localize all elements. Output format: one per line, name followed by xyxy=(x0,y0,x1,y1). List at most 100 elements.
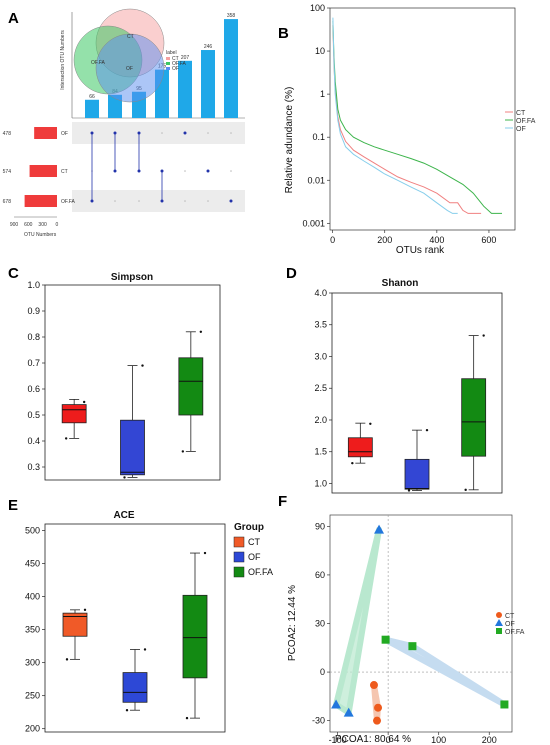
point-triangle xyxy=(331,699,342,709)
matrix-dot xyxy=(207,200,209,202)
y-tick-label: 0.9 xyxy=(27,306,40,316)
rank-abundance-frame xyxy=(329,7,516,231)
y-tick-label: 3.0 xyxy=(314,351,327,361)
legend-triangle xyxy=(495,619,503,626)
venn-label-of: OF xyxy=(126,66,133,72)
matrix-dot xyxy=(138,200,140,202)
rank-abundance-panel: 100 10 1 0.1 0.01 0.001 0 200 400 600 Relative ad… xyxy=(284,3,536,256)
matrix-dot xyxy=(207,132,209,134)
simpson-panel: Simpson 0.3 0.4 0.5 0.6 0.7 0.8 0.9 1.0 xyxy=(27,272,221,481)
legend-label: CT xyxy=(516,110,526,117)
point-triangle xyxy=(374,524,385,534)
y-tick-label: 60 xyxy=(315,570,325,580)
legend-circle xyxy=(496,612,502,618)
point-square xyxy=(381,635,390,644)
pcoa-x-title: PCOA1: 80.64 % xyxy=(335,734,411,745)
data-point xyxy=(185,716,189,720)
box-offa xyxy=(182,594,208,679)
legend-square xyxy=(496,628,502,634)
venn-legend-ct: CT xyxy=(172,56,179,62)
series-line xyxy=(332,20,502,214)
legend-label: OF.FA xyxy=(505,629,525,636)
matrix-dot xyxy=(230,132,232,134)
set-name-label: OF.FA xyxy=(61,199,76,205)
point-square xyxy=(408,642,417,651)
x-tick-label: 0 xyxy=(330,235,335,245)
rank-abundance-x-title: OTUs rank xyxy=(396,245,445,256)
legend-label: OF.FA xyxy=(248,567,273,577)
venn-legend-offa: OF.FA xyxy=(172,61,187,67)
set-name-label: CT xyxy=(61,169,68,175)
upset-matrix xyxy=(72,122,245,212)
legend-swatch xyxy=(233,551,245,563)
data-point xyxy=(143,648,147,651)
set-size-bar xyxy=(34,127,57,139)
matrix-dot xyxy=(183,131,187,135)
y-tick-label: 0.4 xyxy=(27,436,40,446)
intersection-bar xyxy=(224,19,238,118)
x-tick-label: 200 xyxy=(482,735,497,745)
y-tick-label: 300 xyxy=(25,658,40,668)
set-size-tick: 300 xyxy=(38,222,47,228)
intersection-bar-label: 66 xyxy=(89,94,95,100)
simpson-title: Simpson xyxy=(111,272,153,283)
box-of xyxy=(120,419,145,476)
intersection-bar-label: 358 xyxy=(227,13,236,19)
y-tick-label: 0.1 xyxy=(312,132,325,142)
ace-frame xyxy=(44,523,226,733)
data-point xyxy=(65,658,69,661)
set-size-bar xyxy=(29,165,57,177)
y-tick-label: 30 xyxy=(315,619,325,629)
set-size-tick: 0 xyxy=(56,222,59,228)
box-ct xyxy=(61,404,87,424)
ace-panel: ACE 200 250 300 350 400 450 500 Group CT OF OF.F… xyxy=(25,510,273,734)
y-tick-label: 0.7 xyxy=(27,358,40,368)
legend-swatch xyxy=(233,536,245,548)
data-point xyxy=(181,450,185,453)
intersection-bar xyxy=(108,94,122,118)
data-point xyxy=(407,489,411,492)
rank-abundance-axes: 100 10 1 0.1 0.01 0.001 0 200 400 600 xyxy=(302,3,496,245)
data-point xyxy=(199,330,203,333)
shannon-title: Shanon xyxy=(382,278,419,289)
x-tick-label: 100 xyxy=(431,735,446,745)
panel-label-f: F xyxy=(278,493,287,510)
y-tick-label: 90 xyxy=(315,521,325,531)
data-point xyxy=(141,364,144,367)
y-tick-label: 100 xyxy=(310,3,325,13)
pcoa-scatter: -30 0 30 60 90 -100 0 100 200 xyxy=(312,515,512,745)
data-point xyxy=(83,608,87,612)
group-hull xyxy=(333,526,382,716)
ace-legend: CT OF OF.FA xyxy=(233,536,273,578)
venn-legend-swatch-offa xyxy=(166,62,170,65)
set-size-tick: 600 xyxy=(24,222,33,228)
pcoa-panel: -30 0 30 60 90 -100 0 100 200 PCOA2: 12.44 % PCO… xyxy=(287,514,525,745)
legend-swatch xyxy=(233,566,245,578)
venn-diagram: CT OF.FA OF label CT OF.FA OF xyxy=(73,8,187,103)
intersection-bar xyxy=(201,50,215,118)
series-line xyxy=(332,25,482,214)
venn-legend-swatch-ct xyxy=(166,57,170,60)
data-point xyxy=(64,437,68,440)
legend-label: OF xyxy=(516,126,526,133)
matrix-dot xyxy=(114,200,116,202)
point-circle xyxy=(369,681,378,690)
group-hull xyxy=(382,636,508,708)
matrix-dot xyxy=(184,200,186,202)
panel-label-a: A xyxy=(8,10,19,27)
y-tick-label: 450 xyxy=(25,559,40,569)
panel-label-b: B xyxy=(278,25,289,42)
box-of xyxy=(404,458,430,490)
intersection-bar xyxy=(178,60,192,118)
ace-legend-title: Group xyxy=(234,522,264,533)
upset-y-axis-title: Intersection OTU Numbers xyxy=(60,30,66,90)
y-tick-label: 1.5 xyxy=(314,447,327,457)
upset-bars: 668495175207246358 xyxy=(85,13,238,118)
x-tick-label: 400 xyxy=(429,235,444,245)
x-tick-label: -100 xyxy=(329,735,347,745)
y-tick-label: 2.0 xyxy=(314,415,327,425)
rank-abundance-y-title: Relative adundance (%) xyxy=(284,87,295,194)
matrix-dot xyxy=(230,170,232,172)
y-tick-label: 400 xyxy=(25,592,40,602)
